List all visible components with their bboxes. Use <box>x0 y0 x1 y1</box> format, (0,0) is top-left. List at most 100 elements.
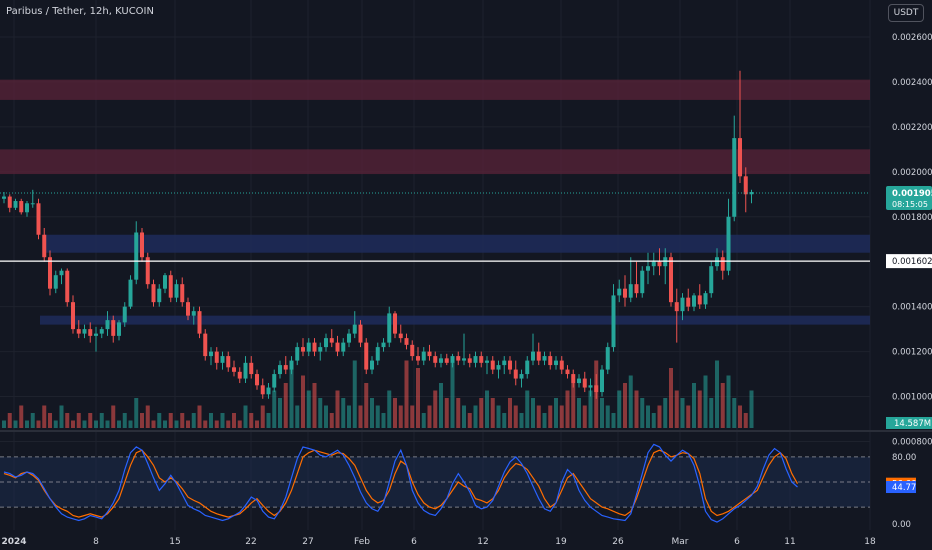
oscillator-tick-label: 80.00 <box>892 453 916 463</box>
candle-body <box>709 266 714 294</box>
volume-bar <box>600 398 604 428</box>
volume-bar <box>289 368 294 428</box>
volume-bar <box>462 405 466 428</box>
volume-bar <box>364 383 369 428</box>
candle-body <box>749 192 754 195</box>
candle-body <box>404 338 409 345</box>
x-tick-label: 6 <box>411 537 417 547</box>
volume-bar <box>416 368 420 428</box>
candle <box>71 295 75 334</box>
candle-body <box>640 270 645 294</box>
candle <box>25 201 29 217</box>
volume-bar <box>48 413 52 428</box>
candle <box>623 275 627 307</box>
candle <box>416 347 420 366</box>
volume-bar <box>490 398 495 428</box>
candle-body <box>565 369 570 375</box>
candle-body <box>738 138 742 177</box>
candle-body <box>214 351 219 363</box>
candle <box>427 344 432 361</box>
volume-bar <box>272 390 277 428</box>
candle-body <box>174 284 179 298</box>
volume-bar <box>565 390 570 428</box>
volume-bar <box>513 405 518 428</box>
candle <box>456 351 461 366</box>
candle <box>174 279 179 303</box>
volume-bar <box>203 420 208 428</box>
candle <box>450 353 455 368</box>
candle-body <box>163 275 167 289</box>
x-tick-label: 8 <box>93 537 99 547</box>
candle-body <box>278 365 282 375</box>
candle-body <box>387 313 392 343</box>
volume-bar <box>749 390 754 428</box>
candle-body <box>13 201 18 208</box>
volume-bar <box>88 413 93 428</box>
volume-bar <box>370 398 374 428</box>
candle-body <box>554 360 558 366</box>
volume-bar <box>341 398 346 428</box>
volume-bar <box>703 375 708 428</box>
x-tick-label: 15 <box>169 537 180 547</box>
volume-bar <box>433 390 438 428</box>
candle-body <box>2 196 6 199</box>
volume-bar <box>709 398 714 428</box>
candle-body <box>421 351 426 361</box>
candle-body <box>48 257 52 289</box>
candle-body <box>427 351 432 357</box>
candle <box>42 228 47 262</box>
volume-bar <box>2 420 6 428</box>
candle-body <box>358 324 363 343</box>
volume-bar <box>111 405 116 428</box>
candle-body <box>191 311 196 316</box>
candle <box>180 277 185 307</box>
candle-body <box>59 270 64 276</box>
x-tick-label: 2024 <box>1 537 26 547</box>
countdown-label: 08:15:05 <box>892 200 928 209</box>
volume-bar <box>485 390 489 428</box>
candle-body <box>76 329 81 334</box>
candle <box>335 335 340 357</box>
candle-body <box>720 257 725 271</box>
candle <box>318 342 323 361</box>
candle <box>749 189 754 204</box>
volume-bar <box>674 390 679 428</box>
candle <box>168 270 173 303</box>
candle-body <box>335 342 340 352</box>
volume-bar <box>738 405 742 428</box>
candle <box>398 324 403 343</box>
currency-button[interactable]: USDT <box>888 4 924 22</box>
candle-body <box>364 342 369 370</box>
candle <box>720 250 725 280</box>
candle <box>375 342 380 366</box>
support-zone <box>40 315 870 325</box>
candle <box>531 333 535 366</box>
candle <box>151 279 156 307</box>
candle-body <box>548 356 553 366</box>
volume-bar <box>554 398 558 428</box>
candle <box>59 268 64 285</box>
candle-body <box>312 342 317 352</box>
candle <box>611 284 616 352</box>
volume-bar <box>398 405 403 428</box>
volume-bar <box>715 360 719 428</box>
candle <box>651 252 656 276</box>
candle-body <box>99 329 104 334</box>
candle <box>145 252 150 289</box>
candle <box>94 326 98 352</box>
chart-title: Paribus / Tether, 12h, KUCOIN <box>6 6 154 17</box>
candle-body <box>220 356 225 363</box>
volume-bar <box>266 413 271 428</box>
volume-bar <box>358 405 363 428</box>
candle <box>525 356 530 379</box>
volume-bar <box>582 405 587 428</box>
volume-bar <box>387 390 392 428</box>
candle-body <box>301 347 305 352</box>
candle <box>260 378 265 399</box>
volume-bar <box>59 405 64 428</box>
candle-body <box>36 203 41 235</box>
